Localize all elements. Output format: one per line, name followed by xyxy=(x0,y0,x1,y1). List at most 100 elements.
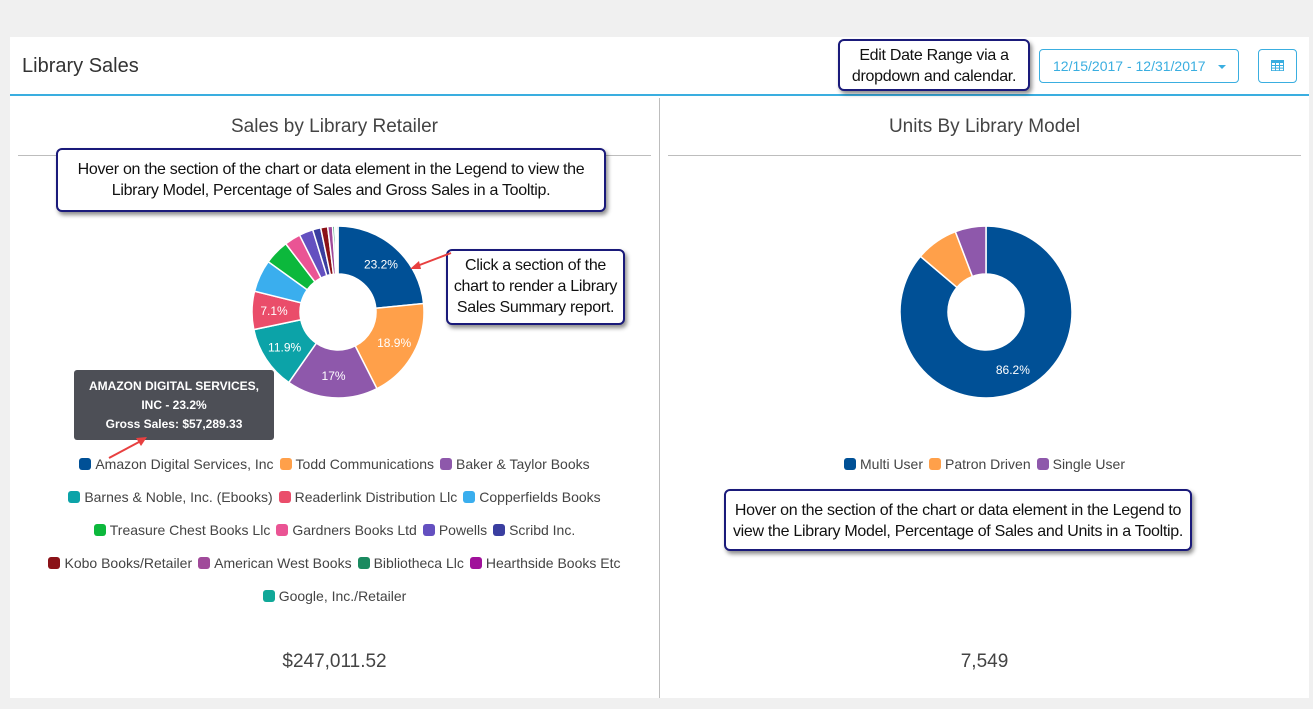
callout-line: dropdown and calendar. xyxy=(851,68,1017,85)
legend-label: Multi User xyxy=(860,456,924,472)
chart-tooltip: AMAZON DIGITAL SERVICES, INC - 23.2% Gro… xyxy=(74,370,274,440)
donut-slice[interactable] xyxy=(954,225,987,278)
legend-swatch-icon xyxy=(463,491,476,503)
legend-item[interactable]: Todd Communications xyxy=(279,454,435,474)
legend-item[interactable]: Scribd Inc. xyxy=(493,520,575,540)
legend-label: Scribd Inc. xyxy=(509,522,576,538)
units-by-model-chart: Units By Library Model 86.2% Multi User P… xyxy=(668,98,1301,698)
legend-item[interactable]: Powells xyxy=(422,520,487,540)
legend-item[interactable]: American West Books xyxy=(198,553,352,573)
donut-slice[interactable] xyxy=(337,225,425,310)
legend-swatch-icon xyxy=(493,524,506,536)
column-divider xyxy=(659,98,660,698)
date-range-dropdown[interactable]: 12/15/2017 - 12/31/2017 xyxy=(1039,49,1239,83)
panel-header: Library Sales 12/15/2017 - 12/31/2017 xyxy=(10,37,1309,96)
tooltip-line: Gross Sales: $57,289.33 xyxy=(105,417,243,431)
tooltip-arrow-icon xyxy=(108,437,147,459)
legend-swatch-icon xyxy=(440,458,453,470)
legend-swatch-icon xyxy=(1036,458,1049,470)
model-legend: Multi User Patron Driven Single User xyxy=(668,454,1301,487)
legend-label: Amazon Digital Services, Inc xyxy=(95,456,274,472)
date-range-callout: Edit Date Range via a dropdown and calen… xyxy=(838,39,1030,91)
units-total: 7,549 xyxy=(960,651,1009,672)
callout-line: Hover on the section of the chart or dat… xyxy=(734,502,1182,519)
legend-swatch-icon xyxy=(48,557,61,569)
legend-swatch-icon xyxy=(276,524,289,536)
caret-down-icon xyxy=(1218,65,1226,69)
legend-swatch-icon xyxy=(262,590,275,602)
legend-label: Google, Inc./Retailer xyxy=(278,588,407,604)
sales-by-retailer-chart: Sales by Library Retailer 23.2% 18.9% 17% 1… xyxy=(18,98,651,698)
legend-row: Treasure Chest Books Llc Gardners Books L… xyxy=(18,520,651,553)
legend-row: Kobo Books/Retailer American West Books Bi… xyxy=(18,553,651,586)
callout-line: Edit Date Range via a xyxy=(859,47,1009,64)
legend-item[interactable]: Multi User xyxy=(844,454,923,474)
legend-item[interactable]: Copperfields Books xyxy=(463,487,601,507)
legend-label: Patron Driven xyxy=(945,456,1031,472)
legend-item[interactable]: Google, Inc./Retailer xyxy=(262,586,407,606)
legend-label: Bibliotheca Llc xyxy=(373,555,464,571)
legend-item[interactable]: Patron Driven xyxy=(929,454,1031,474)
tooltip-line: INC - 23.2% xyxy=(141,398,207,412)
legend-item[interactable]: Readerlink Distribution Llc xyxy=(278,487,458,507)
legend-swatch-icon xyxy=(198,557,211,569)
date-range-value: 12/15/2017 - 12/31/2017 xyxy=(1053,58,1206,74)
legend-swatch-icon xyxy=(469,557,482,569)
legend-item[interactable]: Treasure Chest Books Llc xyxy=(93,520,270,540)
legend-label: Single User xyxy=(1052,456,1125,472)
legend-label: American West Books xyxy=(214,555,352,571)
donut-slice[interactable] xyxy=(287,342,378,399)
model-hover-callout: Hover on the section of the chart or dat… xyxy=(724,489,1192,551)
legend-label: Kobo Books/Retailer xyxy=(64,555,193,571)
legend-item[interactable]: Bibliotheca Llc xyxy=(357,553,464,573)
retailer-hover-callout: Hover on the section of the chart or dat… xyxy=(56,148,606,212)
callout-line: view the Library Model, Percentage of Sa… xyxy=(732,523,1184,540)
legend-swatch-icon xyxy=(422,524,435,536)
donut-slice[interactable] xyxy=(354,302,425,390)
legend-label: Readerlink Distribution Llc xyxy=(294,489,458,505)
chart-title: Units By Library Model xyxy=(888,116,1081,137)
slice-label: 18.9% xyxy=(377,336,411,350)
gross-sales-total: $247,011.52 xyxy=(282,651,387,672)
legend-item[interactable]: Amazon Digital Services, Inc xyxy=(79,454,274,474)
retailer-donut-chart[interactable]: 23.2% 18.9% 17% 11.9% 7.1% xyxy=(250,224,426,400)
slice-label: 86.2% xyxy=(996,363,1030,377)
legend-label: Todd Communications xyxy=(295,456,435,472)
chart-title-rule xyxy=(668,155,1301,156)
legend-swatch-icon xyxy=(93,524,106,536)
legend-swatch-icon xyxy=(279,458,292,470)
slice-label: 17% xyxy=(322,369,346,383)
slice-label: 23.2% xyxy=(364,258,398,272)
click-arrow-icon xyxy=(410,252,452,269)
callout-line: Click a section of the xyxy=(464,257,607,274)
callout-line: chart to render a Library xyxy=(453,278,618,295)
legend-item[interactable]: Hearthside Books Etc xyxy=(469,553,621,573)
legend-item[interactable]: Baker & Taylor Books xyxy=(440,454,590,474)
legend-label: Baker & Taylor Books xyxy=(456,456,590,472)
callout-line: Hover on the section of the chart or dat… xyxy=(77,161,585,178)
legend-item[interactable]: Kobo Books/Retailer xyxy=(48,553,192,573)
legend-label: Gardners Books Ltd xyxy=(292,522,417,538)
legend-label: Hearthside Books Etc xyxy=(485,555,621,571)
library-sales-panel: Library Sales 12/15/2017 - 12/31/2017 Sa… xyxy=(10,37,1309,698)
click-section-callout: Click a section of the chart to render a… xyxy=(446,249,625,325)
legend-row: Google, Inc./Retailer xyxy=(18,586,651,619)
model-donut-chart[interactable]: 86.2% xyxy=(898,224,1074,400)
legend-swatch-icon xyxy=(79,458,92,470)
calendar-button[interactable] xyxy=(1258,49,1297,83)
legend-row: Barnes & Noble, Inc. (Ebooks) Readerlink … xyxy=(18,487,651,520)
legend-swatch-icon xyxy=(357,557,370,569)
legend-label: Barnes & Noble, Inc. (Ebooks) xyxy=(84,489,273,505)
legend-swatch-icon xyxy=(68,491,81,503)
donut-slice[interactable] xyxy=(899,225,1073,399)
legend-swatch-icon xyxy=(929,458,942,470)
legend-item[interactable]: Barnes & Noble, Inc. (Ebooks) xyxy=(68,487,273,507)
legend-label: Copperfields Books xyxy=(479,489,601,505)
callout-line: Library Model, Percentage of Sales and G… xyxy=(111,182,551,199)
page-title: Library Sales xyxy=(22,55,139,77)
donut-slice[interactable] xyxy=(335,225,339,275)
legend-item[interactable]: Gardners Books Ltd xyxy=(276,520,417,540)
slice-label: 11.9% xyxy=(268,340,301,354)
retailer-legend: Amazon Digital Services, Inc Todd Communi… xyxy=(18,454,651,619)
legend-item[interactable]: Single User xyxy=(1036,454,1125,474)
